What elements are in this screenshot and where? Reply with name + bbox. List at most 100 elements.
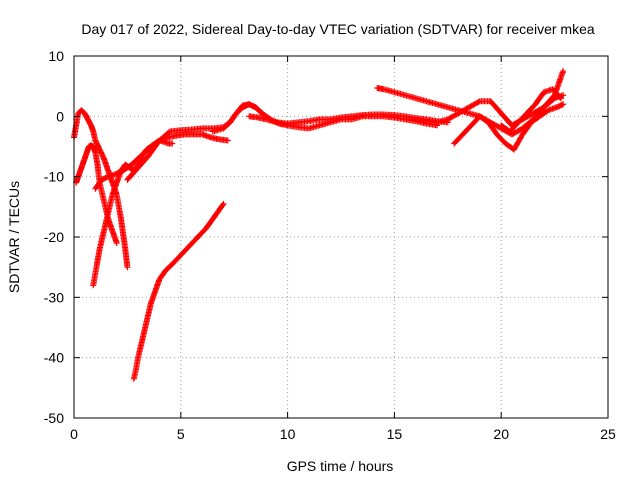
x-tick-label: 20 xyxy=(493,426,509,442)
point-marker xyxy=(81,110,91,122)
point-marker xyxy=(96,229,107,253)
chart-title: Day 017 of 2022, Sidereal Day-to-day VTE… xyxy=(81,21,594,37)
x-tick-label: 0 xyxy=(70,426,78,442)
point-marker xyxy=(519,120,534,138)
point-marker xyxy=(444,111,461,123)
point-marker xyxy=(459,123,474,138)
point-marker xyxy=(444,104,460,113)
point-marker xyxy=(220,200,227,207)
data-series xyxy=(71,68,567,382)
y-tick-label: -30 xyxy=(44,289,64,305)
point-marker xyxy=(560,92,567,99)
x-tick-label: 25 xyxy=(600,426,616,442)
point-marker xyxy=(84,116,94,128)
point-marker xyxy=(147,289,158,307)
point-marker xyxy=(391,89,407,98)
series-track-f xyxy=(124,101,265,183)
point-marker xyxy=(558,95,565,102)
y-tick-label: -20 xyxy=(44,229,64,245)
point-marker xyxy=(115,203,124,221)
point-marker xyxy=(498,110,514,128)
point-marker xyxy=(423,98,439,107)
point-marker xyxy=(156,129,172,144)
y-tick-label: 10 xyxy=(48,48,64,64)
point-marker xyxy=(139,320,150,343)
point-marker xyxy=(120,162,134,174)
point-marker xyxy=(141,144,153,156)
point-marker xyxy=(508,126,525,138)
point-marker xyxy=(75,108,84,117)
point-marker xyxy=(306,122,322,132)
point-marker xyxy=(169,253,183,268)
point-marker xyxy=(194,226,209,240)
point-marker xyxy=(105,193,116,216)
point-marker xyxy=(246,101,258,110)
point-marker xyxy=(252,104,264,116)
y-tick-label: 0 xyxy=(56,108,64,124)
point-marker xyxy=(156,268,168,283)
point-marker xyxy=(402,92,418,101)
point-marker xyxy=(412,95,428,104)
point-marker xyxy=(515,111,529,126)
point-marker xyxy=(212,202,226,219)
x-tick-label: 10 xyxy=(280,426,296,442)
point-marker xyxy=(92,247,103,277)
series-track-e xyxy=(130,200,227,382)
point-marker xyxy=(487,98,504,116)
point-marker xyxy=(455,105,471,117)
y-axis-label: SDTVAR / TECUs xyxy=(6,181,22,293)
point-marker xyxy=(528,114,542,126)
point-marker xyxy=(124,264,131,271)
point-marker xyxy=(113,240,120,247)
point-marker xyxy=(203,214,218,231)
point-marker xyxy=(306,116,322,125)
point-marker xyxy=(233,103,245,117)
point-marker xyxy=(124,165,141,183)
point-marker xyxy=(560,68,567,75)
axis-ticks: 0 5 10 15 20 25 -50 -40 -30 -20 -10 0 10 xyxy=(44,48,616,442)
point-marker xyxy=(532,90,547,108)
point-marker xyxy=(485,119,500,137)
point-marker xyxy=(162,262,175,274)
point-marker xyxy=(88,142,96,149)
point-marker xyxy=(90,271,99,289)
point-marker xyxy=(506,120,521,135)
point-marker xyxy=(128,156,140,168)
point-marker xyxy=(476,113,491,125)
point-marker xyxy=(220,120,232,132)
point-marker xyxy=(434,101,450,110)
point-marker xyxy=(143,301,154,325)
point-marker xyxy=(348,112,364,120)
point-marker xyxy=(132,356,141,373)
point-marker xyxy=(122,246,131,269)
y-tick-label: -40 xyxy=(44,350,64,366)
point-marker xyxy=(530,105,546,117)
point-marker xyxy=(135,153,151,171)
point-marker xyxy=(135,150,147,162)
y-tick-label: -10 xyxy=(44,169,64,185)
point-marker xyxy=(120,231,129,251)
point-marker xyxy=(186,235,200,250)
series-track-k xyxy=(451,101,567,153)
point-marker xyxy=(109,228,120,245)
series-track-d xyxy=(92,131,231,192)
point-marker xyxy=(100,211,111,234)
point-marker xyxy=(295,118,311,126)
point-marker xyxy=(78,107,87,116)
y-tick-label: -50 xyxy=(44,410,64,426)
point-marker xyxy=(549,86,563,101)
point-marker xyxy=(493,131,508,146)
point-marker xyxy=(177,244,192,259)
point-marker xyxy=(224,137,231,144)
point-marker xyxy=(86,142,93,150)
x-tick-label: 5 xyxy=(177,426,185,442)
point-marker xyxy=(553,101,565,111)
point-marker xyxy=(540,93,557,111)
point-marker xyxy=(92,178,104,192)
point-marker xyxy=(135,338,145,361)
point-marker xyxy=(466,99,482,111)
point-marker xyxy=(523,102,538,117)
point-marker xyxy=(451,132,465,147)
point-marker xyxy=(169,140,176,147)
